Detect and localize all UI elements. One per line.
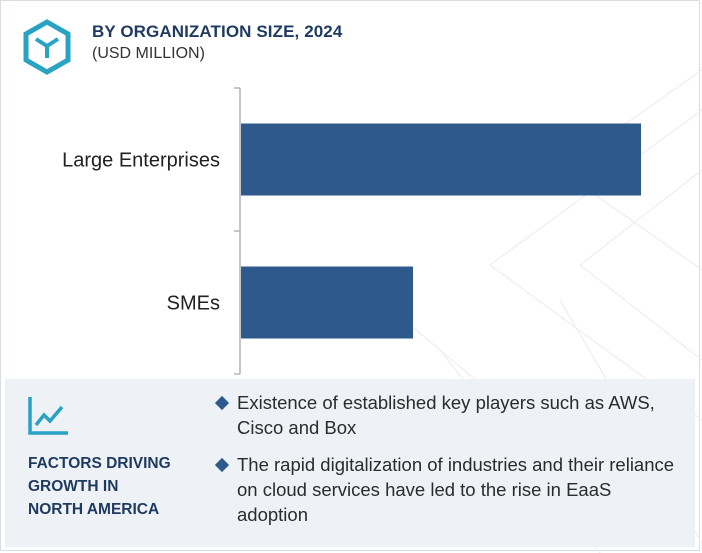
factors-heading-line-3: NORTH AMERICA — [28, 501, 160, 518]
hexagon-cube-logo-icon — [23, 19, 71, 75]
category-label: Large Enterprises — [62, 150, 220, 172]
diamond-bullet-icon — [214, 395, 230, 411]
bar — [241, 266, 413, 339]
factors-heading-line-1: FACTORS DRIVING — [28, 455, 171, 472]
chart-subtitle: (USD MILLION) — [92, 45, 205, 62]
bar — [241, 123, 641, 196]
factors-heading: FACTORS DRIVING GROWTH IN NORTH AMERICA — [28, 452, 198, 521]
bullet-text: The rapid digitalization of industries a… — [237, 454, 675, 525]
factors-panel — [5, 379, 695, 547]
list-item: Existence of established key players suc… — [214, 390, 684, 440]
bar-chart: Large Enterprises SMEs — [62, 87, 641, 375]
factors-list: Existence of established key players suc… — [214, 390, 684, 539]
chart-title: BY ORGANIZATION SIZE, 2024 — [92, 22, 343, 41]
factors-heading-line-2: GROWTH IN — [28, 478, 119, 495]
trend-chart-icon — [28, 397, 68, 435]
bullet-text: Existence of established key players suc… — [237, 392, 655, 438]
diamond-bullet-icon — [214, 457, 230, 473]
category-label: SMEs — [167, 293, 220, 315]
list-item: The rapid digitalization of industries a… — [214, 452, 684, 527]
